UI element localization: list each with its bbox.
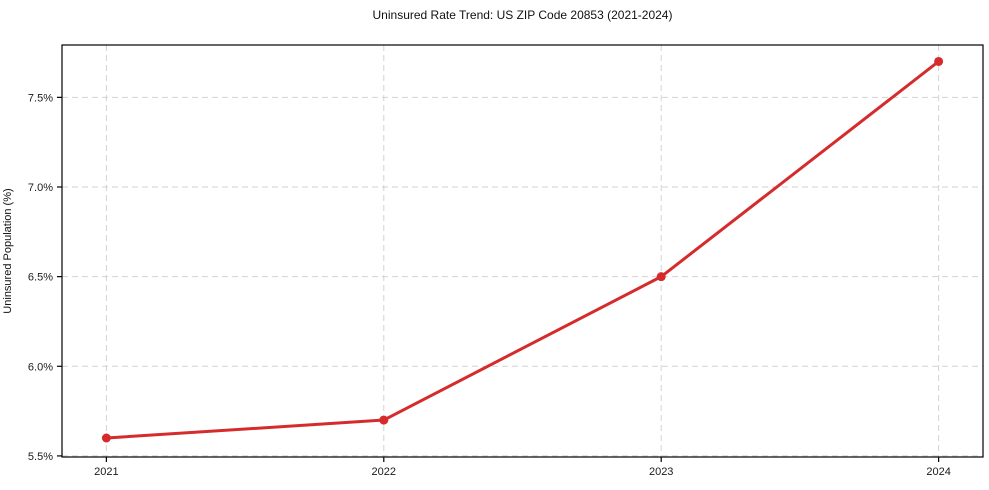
y-tick-label: 6.5% bbox=[28, 272, 53, 284]
x-tick-label: 2021 bbox=[94, 466, 118, 478]
x-tick-label: 2022 bbox=[372, 466, 396, 478]
x-tick-label: 2023 bbox=[649, 466, 673, 478]
y-tick-label: 5.5% bbox=[28, 451, 53, 463]
y-axis-label: Uninsured Population (%) bbox=[2, 188, 14, 314]
y-tick-label: 6.0% bbox=[28, 361, 53, 373]
axes-box bbox=[61, 44, 984, 458]
data-point bbox=[934, 56, 944, 66]
trend-line bbox=[104, 59, 941, 440]
grid-lines bbox=[62, 45, 983, 457]
chart-title: Uninsured Rate Trend: US ZIP Code 20853 … bbox=[372, 8, 673, 22]
data-point bbox=[101, 433, 111, 443]
axis-ticks: 5.5% 6.0% 6.5% 7.0% 7.5% 2021 2022 2023 2024 bbox=[28, 92, 951, 478]
y-tick-label: 7.5% bbox=[28, 92, 53, 104]
data-point bbox=[379, 415, 389, 425]
y-tick-label: 7.0% bbox=[28, 182, 53, 194]
data-point bbox=[656, 272, 666, 282]
x-tick-label: 2024 bbox=[926, 466, 950, 478]
